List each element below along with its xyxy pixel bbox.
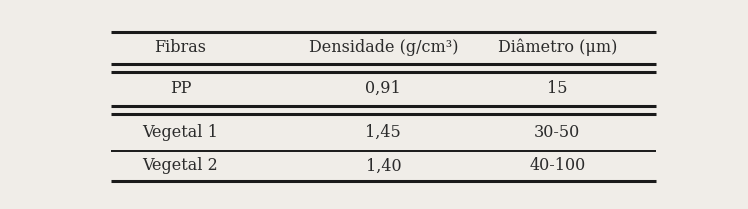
Text: PP: PP (170, 80, 191, 97)
Text: Vegetal 1: Vegetal 1 (143, 124, 218, 141)
Text: Fibras: Fibras (154, 39, 206, 56)
Text: Vegetal 2: Vegetal 2 (143, 157, 218, 174)
Text: 15: 15 (547, 80, 568, 97)
Text: 30-50: 30-50 (534, 124, 580, 141)
Text: 0,91: 0,91 (366, 80, 401, 97)
Text: 40-100: 40-100 (529, 157, 586, 174)
Text: 1,45: 1,45 (366, 124, 401, 141)
Text: Densidade (g/cm³): Densidade (g/cm³) (309, 39, 458, 56)
Text: Diâmetro (μm): Diâmetro (μm) (497, 39, 617, 56)
Text: 1,40: 1,40 (366, 157, 401, 174)
